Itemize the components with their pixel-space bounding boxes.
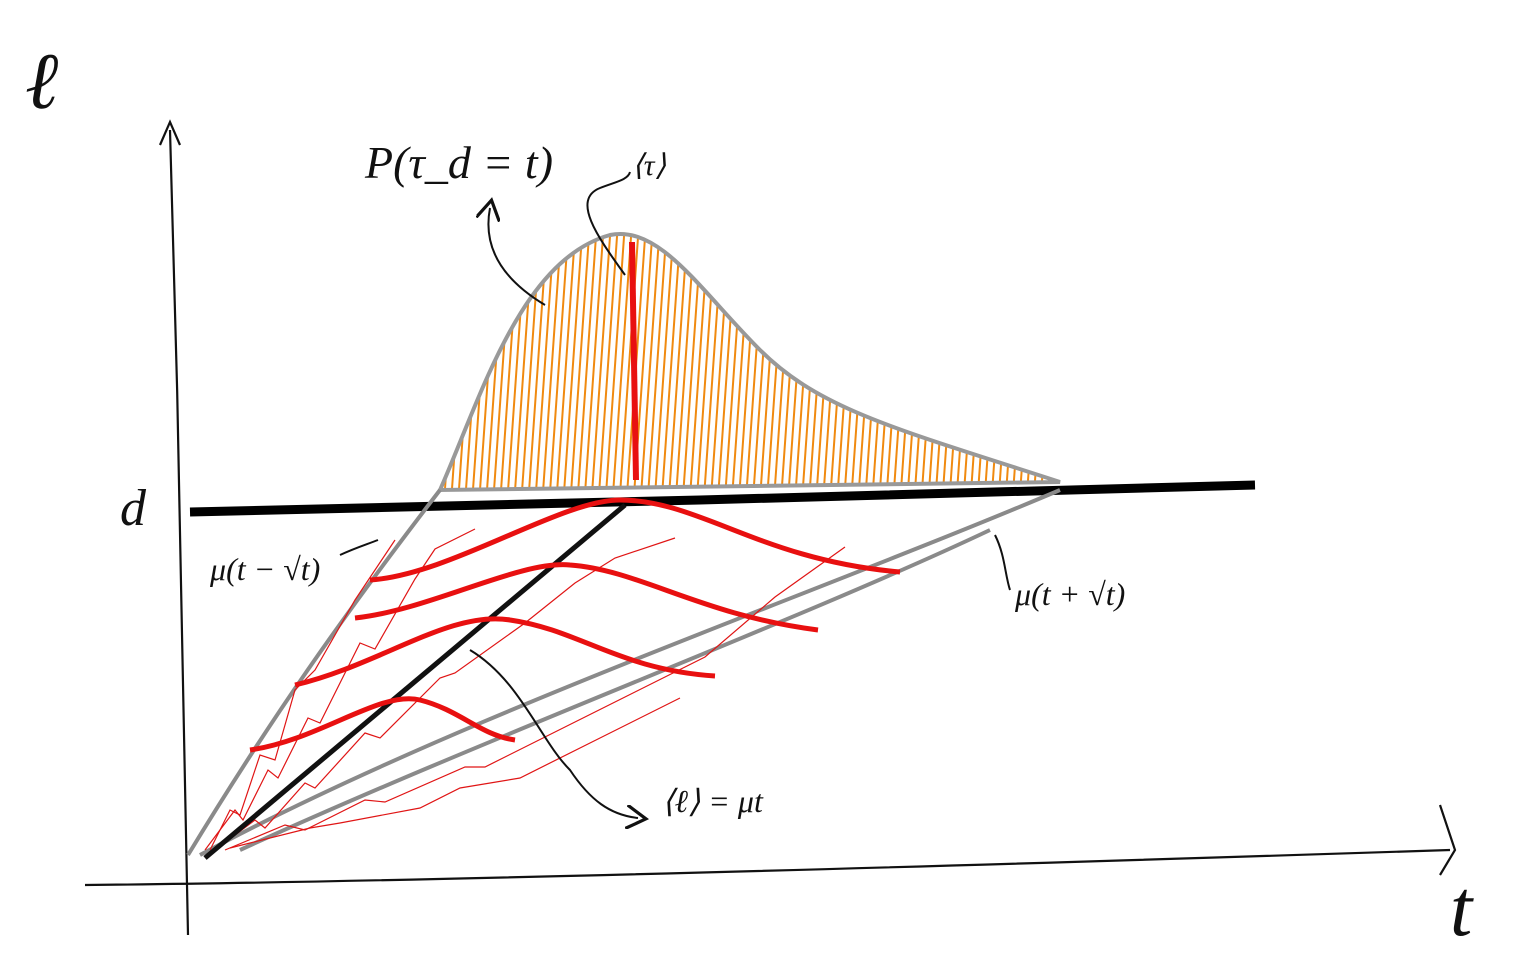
x-label: t: [1450, 865, 1474, 953]
x-axis: [84, 848, 1451, 887]
trajectories: [204, 528, 846, 851]
profiles: [249, 497, 901, 753]
lower-bound-label: μ(t − √t): [209, 551, 320, 587]
y-arrow: [158, 119, 182, 146]
y-axis: [168, 129, 190, 936]
connectors: [339, 171, 1011, 818]
axes: [84, 119, 1457, 936]
mean-time-label: ⟨τ⟩: [632, 149, 666, 182]
distribution-label: P(τ_d = t): [364, 137, 553, 188]
distribution-curve: [436, 231, 1061, 493]
threshold-label: d: [120, 480, 147, 537]
threshold-line: [189, 480, 1256, 517]
mean-time-line: [629, 241, 639, 481]
x-arrow: [1438, 804, 1457, 876]
cone: [186, 488, 1061, 857]
y-label: ℓ: [25, 38, 58, 126]
upper-bound-label: μ(t + √t): [1014, 576, 1125, 612]
mean-path-label: ⟨ℓ⟩ = μt: [662, 783, 764, 819]
